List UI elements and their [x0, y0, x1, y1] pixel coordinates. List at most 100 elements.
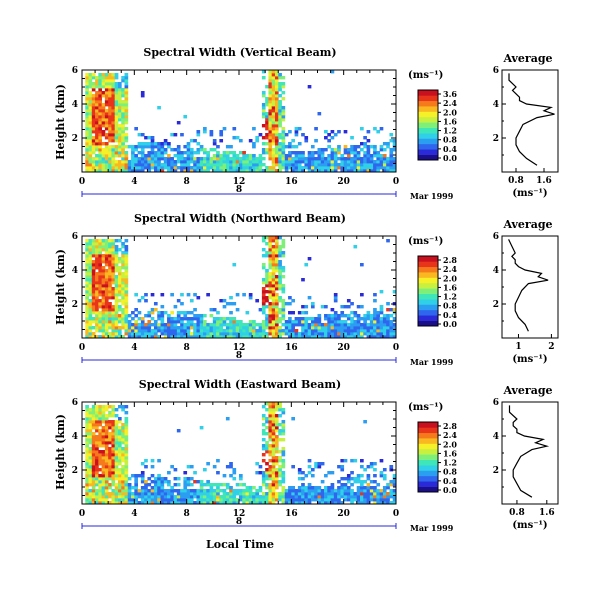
heatmap-cell — [219, 133, 224, 137]
heatmap-cell — [376, 501, 381, 505]
heatmap-cell — [268, 326, 273, 330]
heatmap-cell — [268, 266, 273, 270]
heatmap-cell — [104, 435, 109, 439]
heatmap-cell — [163, 151, 168, 155]
heatmap-cell — [104, 474, 109, 478]
heatmap-cell — [121, 127, 125, 131]
heatmap-cell — [297, 489, 302, 493]
heatmap-cell — [268, 323, 273, 327]
heatmap-cell — [203, 492, 207, 496]
heatmap-cell — [88, 435, 93, 439]
heatmap-cell — [117, 486, 122, 490]
heatmap-cell — [114, 459, 119, 463]
heatmap-cell — [382, 320, 387, 324]
heatmap-cell — [356, 157, 361, 161]
heatmap-cell — [382, 477, 387, 481]
heatmap-cell — [353, 151, 358, 155]
heatmap-cell — [114, 109, 119, 113]
heatmap-cell — [301, 278, 305, 282]
heatmap-cell — [85, 486, 89, 490]
heatmap-cell — [95, 492, 99, 496]
heatmap-cell — [85, 441, 89, 445]
heatmap-cell — [239, 477, 243, 481]
heatmap-cell — [153, 486, 158, 490]
heatmap-cell — [91, 317, 96, 321]
heatmap-cell — [356, 501, 361, 505]
heatmap-cell — [160, 142, 165, 146]
y-tick-label: 6 — [72, 398, 78, 408]
heatmap-cell — [353, 160, 358, 164]
average-title-vertical: Average — [502, 52, 552, 65]
heatmap-cell — [98, 299, 103, 303]
heatmap-cell — [369, 323, 374, 327]
heatmap-cell — [288, 311, 292, 315]
heatmap-cell — [104, 293, 109, 297]
heatmap-cell — [232, 329, 237, 333]
heatmap-cell — [350, 332, 354, 336]
heatmap-cell — [281, 112, 286, 116]
heatmap-cell — [101, 79, 106, 83]
heatmap-cell — [121, 133, 125, 137]
heatmap-cell — [294, 154, 299, 158]
heatmap-cell — [324, 486, 328, 490]
heatmap-cell — [245, 495, 250, 499]
heatmap-cell — [373, 151, 377, 155]
heatmap-cell — [291, 489, 295, 493]
heatmap-cell — [134, 501, 138, 505]
heatmap-cell — [363, 320, 367, 324]
heatmap-cell — [274, 408, 279, 412]
heatmap-cell — [294, 332, 299, 336]
heatmap-cell — [111, 465, 116, 469]
heatmap-cell — [91, 263, 96, 267]
heatmap-cell — [320, 166, 325, 170]
heatmap-cell — [104, 483, 109, 487]
heatmap-cell — [294, 498, 299, 502]
heatmap-cell — [160, 163, 165, 167]
heatmap-cell — [124, 245, 129, 249]
heatmap-cell — [85, 79, 89, 83]
heatmap-cell — [114, 106, 119, 110]
heatmap-cell — [261, 471, 266, 475]
heatmap-cell — [281, 429, 286, 433]
heatmap-cell — [111, 432, 116, 436]
heatmap-cell — [189, 498, 194, 502]
heatmap-cell — [173, 489, 178, 493]
heatmap-cell — [98, 79, 103, 83]
heatmap-cell — [186, 142, 191, 146]
heatmap-cell — [346, 329, 351, 333]
heatmap-cell — [366, 501, 371, 505]
heatmap-cell — [114, 414, 119, 418]
heatmap-cell — [121, 166, 125, 170]
heatmap-cell — [117, 136, 122, 140]
heatmap-cell — [366, 326, 371, 330]
heatmap-cell — [203, 160, 207, 164]
heatmap-cell — [239, 495, 243, 499]
heatmap-cell — [111, 453, 116, 457]
heatmap-cell — [382, 163, 387, 167]
heatmap-cell — [150, 166, 155, 170]
heatmap-cell — [88, 269, 93, 273]
heatmap-cell — [124, 423, 129, 427]
heatmap-cell — [95, 417, 99, 421]
heatmap-cell — [343, 492, 348, 496]
heatmap-cell — [258, 157, 263, 161]
heatmap-cell — [314, 157, 318, 161]
heatmap-cell — [261, 239, 266, 243]
heatmap-cell — [189, 166, 194, 170]
heatmap-cell — [261, 302, 266, 306]
heatmap-cell — [117, 166, 122, 170]
heatmap-cell — [91, 311, 96, 315]
heatmap-cell — [85, 166, 89, 170]
heatmap-cell — [121, 335, 125, 339]
heatmap-cell — [274, 136, 279, 140]
heatmap-cell — [121, 405, 125, 409]
heatmap-cell — [101, 432, 106, 436]
heatmap-cell — [216, 492, 220, 496]
heatmap-cell — [268, 100, 273, 104]
colorbar-tick-label: 1.6 — [443, 448, 457, 458]
heatmap-cell — [291, 169, 295, 173]
heatmap-cell — [265, 115, 269, 119]
heatmap-vertical — [85, 70, 397, 173]
heatmap-cell — [392, 483, 397, 487]
heatmap-cell — [346, 299, 351, 303]
